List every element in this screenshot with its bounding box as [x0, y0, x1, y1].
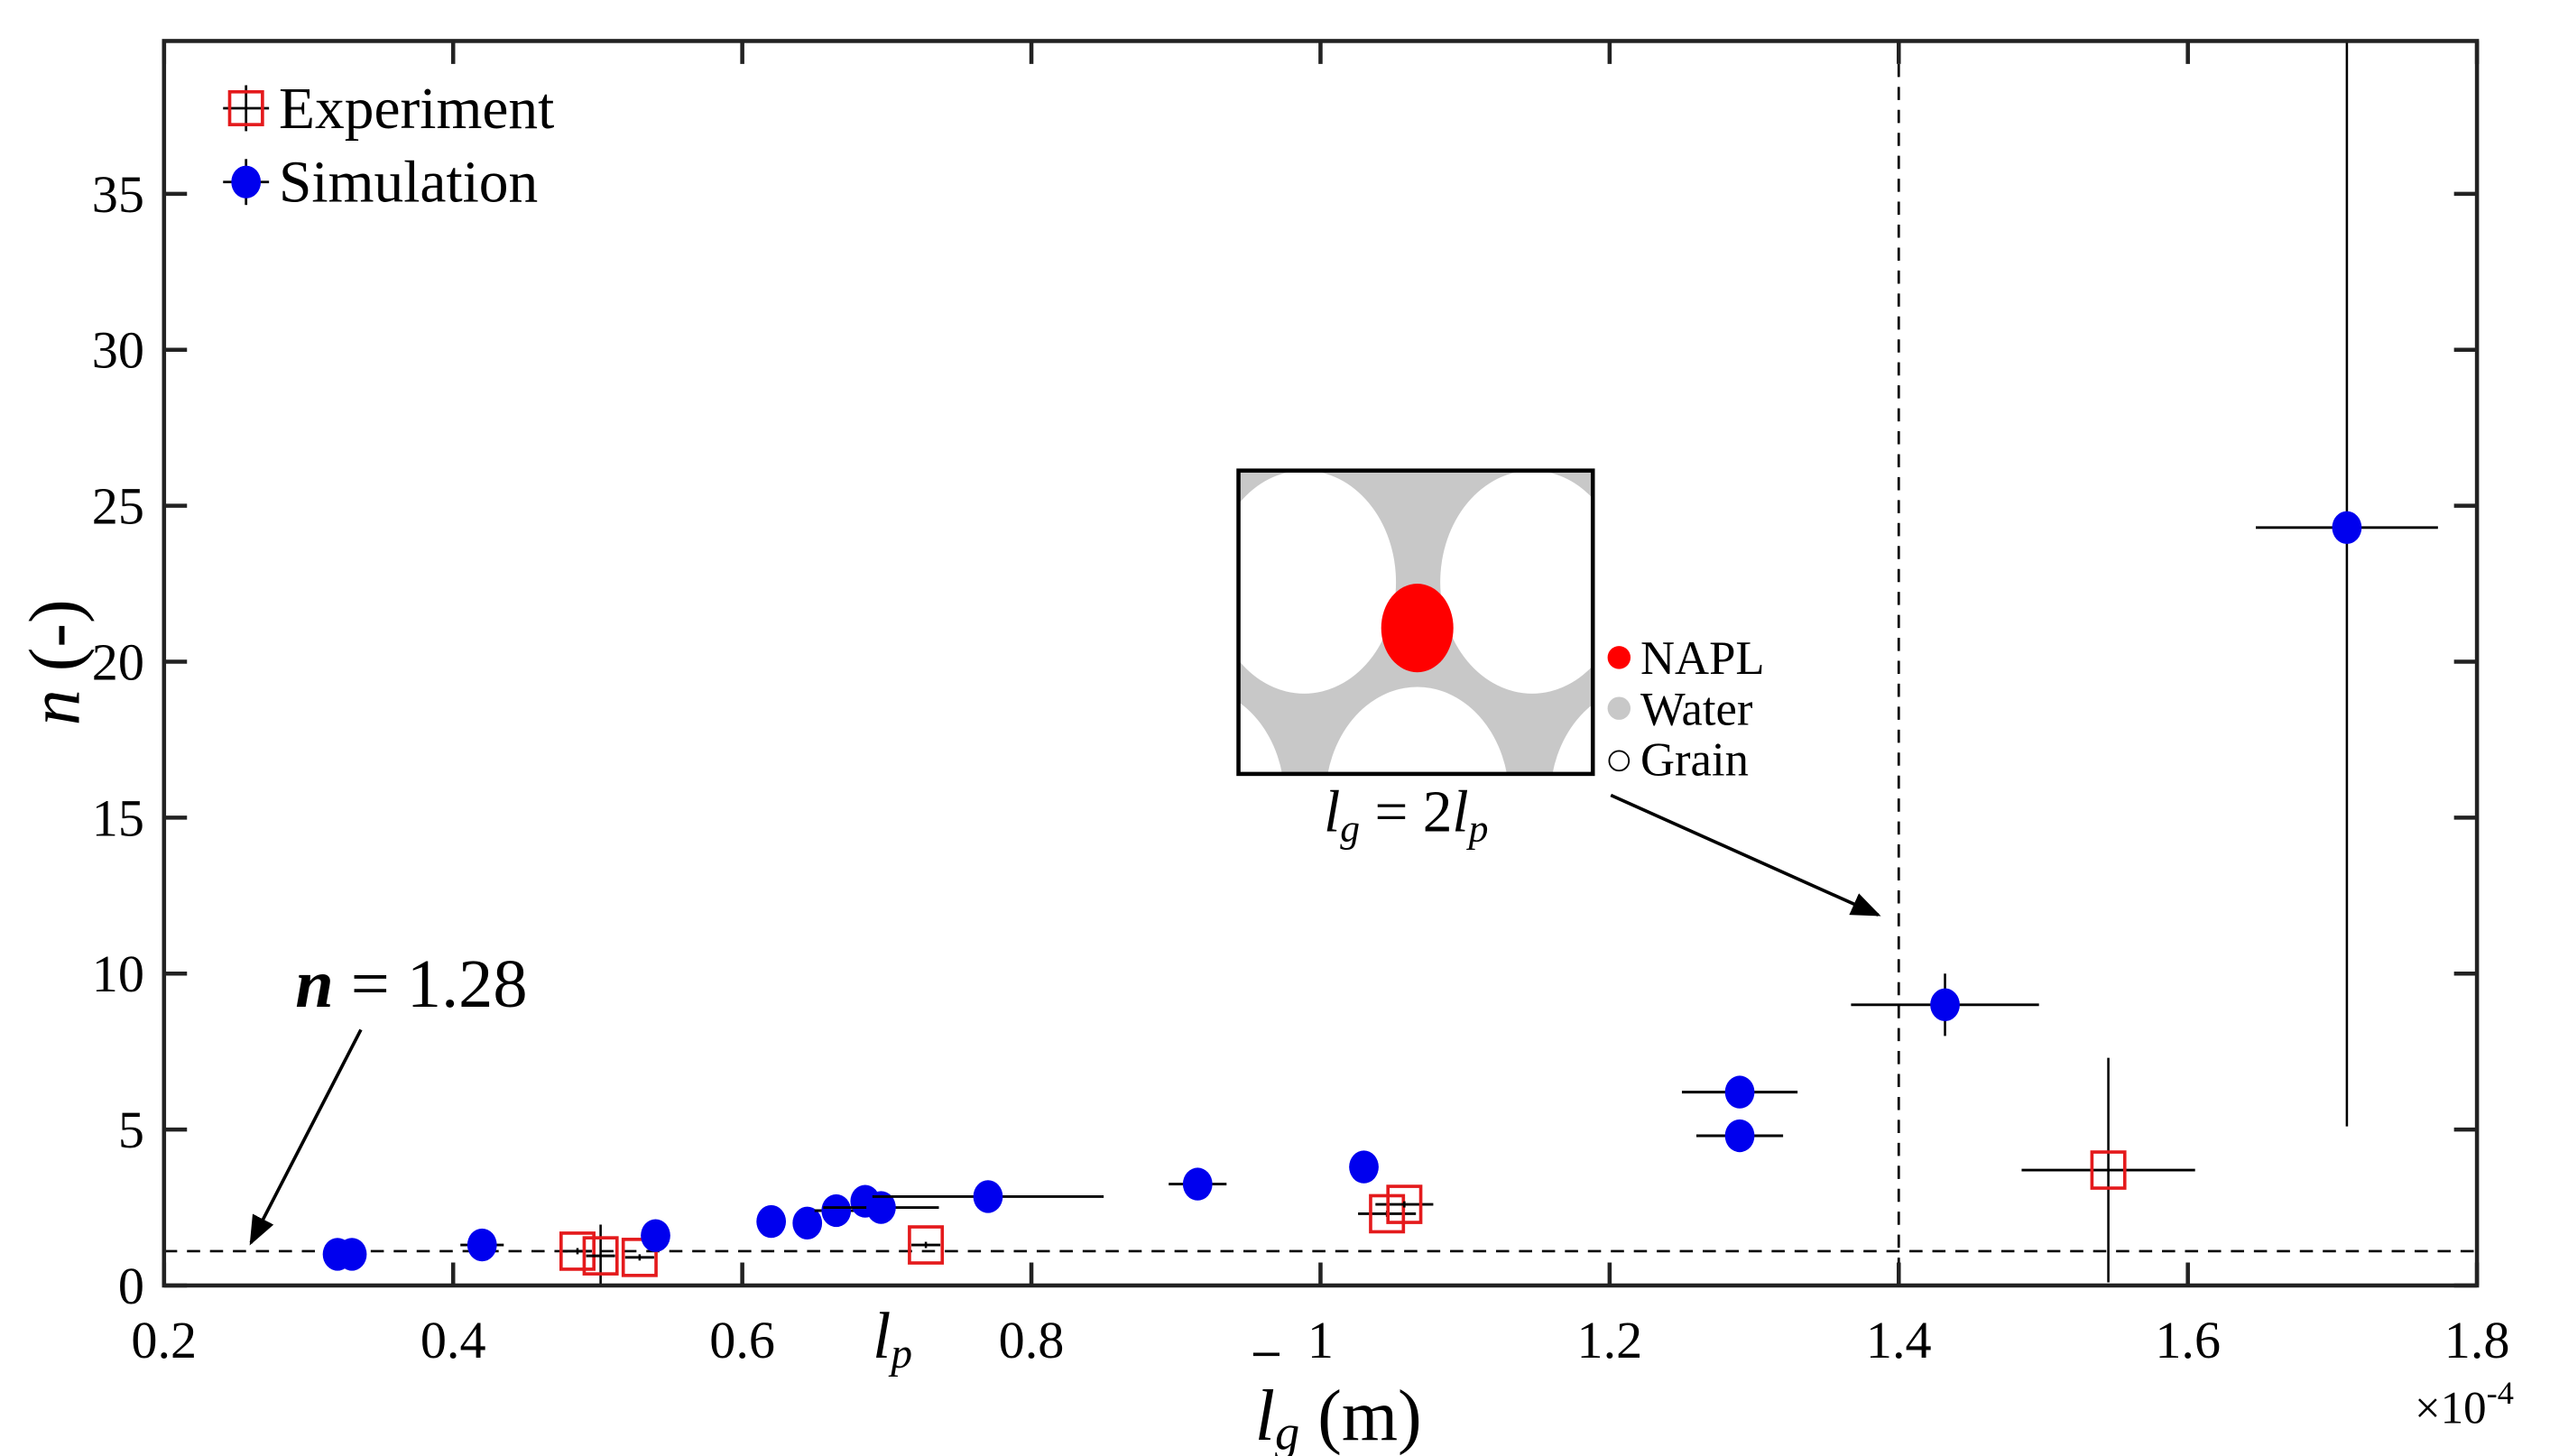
- simulation-marker: [1930, 988, 1960, 1021]
- inset-legend-water: Water: [1640, 683, 1753, 735]
- inset-caption: lg = 2lp: [1324, 780, 1488, 851]
- inset-legend-napl: NAPL: [1640, 632, 1765, 685]
- y-axis-label: n (-): [15, 599, 95, 725]
- simulation-marker: [2332, 511, 2362, 544]
- simulation-marker: [973, 1180, 1003, 1213]
- x-label-sub: g: [1275, 1405, 1299, 1456]
- inset-pore-diagram: lg = 2lp NAPL Water Grain: [1236, 468, 1765, 851]
- y-tick-label: 20: [92, 632, 144, 691]
- inset-legend: NAPL Water Grain: [1607, 632, 1765, 787]
- simulation-marker: [641, 1219, 670, 1252]
- inset-arrow: [1610, 793, 1881, 917]
- grain: [1440, 470, 1594, 694]
- x-tick-label: 1.6: [2155, 1311, 2221, 1369]
- y-tick-label: 5: [118, 1101, 144, 1159]
- x-tick-label: 0.4: [420, 1311, 486, 1369]
- simulation-marker: [1724, 1119, 1755, 1153]
- x-axis-label: lg (m): [1255, 1377, 1422, 1456]
- experiment-marker: [2090, 1150, 2127, 1190]
- simulation-marker: [1724, 1075, 1755, 1109]
- simulation-point: [814, 1193, 858, 1228]
- experiment-point: [1375, 1184, 1434, 1224]
- simulation-point: [2255, 41, 2438, 1127]
- simulation-marker: [467, 1228, 497, 1262]
- simulation-marker: [821, 1193, 852, 1228]
- legend-experiment-label: Experiment: [279, 77, 554, 142]
- experiment-marker: [621, 1238, 658, 1277]
- grain: [1552, 704, 1594, 774]
- lp-label: lp: [873, 1299, 912, 1378]
- simulation-point: [641, 1219, 670, 1252]
- simulation-marker: [866, 1191, 896, 1224]
- grain: [1327, 687, 1508, 774]
- experiment-point: [559, 1231, 596, 1271]
- simulation-point: [337, 1238, 367, 1271]
- y-tick-label: 0: [118, 1257, 144, 1315]
- experiment-marker: [559, 1231, 596, 1271]
- experiment-marker: [582, 1236, 619, 1276]
- n-annotation-arrow: [249, 1028, 363, 1246]
- y-tick-label: 10: [92, 945, 144, 1003]
- simulation-point: [1349, 1150, 1379, 1184]
- simulation-marker: [1182, 1167, 1213, 1201]
- experiment-point: [621, 1238, 658, 1277]
- grain: [1238, 470, 1397, 694]
- x-tick-label: 1.8: [2444, 1311, 2510, 1369]
- simulation-point: [792, 1206, 823, 1239]
- legend-simulation-label: Simulation: [279, 151, 538, 216]
- simulation-marker: [756, 1204, 787, 1239]
- simulation-point: [1695, 1119, 1784, 1153]
- x-tick-label: 1.4: [1866, 1311, 1932, 1369]
- inset-legend-grain: Grain: [1640, 734, 1749, 787]
- x-tick-label: 0.6: [709, 1311, 775, 1369]
- simulation-marker: [792, 1206, 823, 1239]
- x-tick-label: 0.8: [999, 1311, 1065, 1369]
- experiment-marker: [1386, 1184, 1423, 1224]
- y-tick-label: 15: [92, 788, 144, 847]
- x-tick-label: 1.2: [1577, 1311, 1643, 1369]
- grain: [1238, 702, 1282, 774]
- simulation-marker: [337, 1238, 367, 1271]
- y-tick-label: 35: [92, 165, 144, 224]
- legend: Experiment Simulation: [223, 77, 554, 216]
- x-label-unit: (m): [1299, 1377, 1421, 1456]
- legend-experiment-marker: [227, 89, 264, 126]
- simulation-point: [823, 1191, 939, 1224]
- experiment-point: [2021, 1057, 2195, 1283]
- napl-droplet: [1381, 584, 1454, 673]
- simulation-marker: [1349, 1150, 1379, 1184]
- y-tick-label: 25: [92, 477, 144, 536]
- experiment-point: [582, 1224, 619, 1286]
- simulation-point: [1169, 1167, 1227, 1201]
- x-tick-label: 1: [1307, 1311, 1334, 1369]
- simulation-point: [872, 1180, 1104, 1213]
- reference-lines: [163, 41, 2478, 1286]
- experiment-point: [908, 1225, 945, 1265]
- n-annotation: n = 1.28: [295, 945, 527, 1022]
- x-label-main: l: [1255, 1377, 1275, 1456]
- axis-ticks: 0.2 0.4 0.6 0.8 1 1.2 1.4 1.6 1.8 0 5 10 15 20 25 30 35: [92, 41, 2510, 1369]
- x-exponent-label: ×10-4: [2415, 1375, 2514, 1434]
- simulation-point: [1681, 1075, 1798, 1109]
- experiment-marker: [908, 1225, 945, 1265]
- data-marks: [322, 41, 2438, 1286]
- y-tick-label: 30: [92, 321, 144, 380]
- simulation-point: [460, 1228, 504, 1262]
- simulation-point: [1851, 973, 2039, 1037]
- legend-simulation-marker: [231, 165, 262, 198]
- x-tick-label: 0.2: [131, 1311, 197, 1369]
- simulation-point: [756, 1204, 787, 1239]
